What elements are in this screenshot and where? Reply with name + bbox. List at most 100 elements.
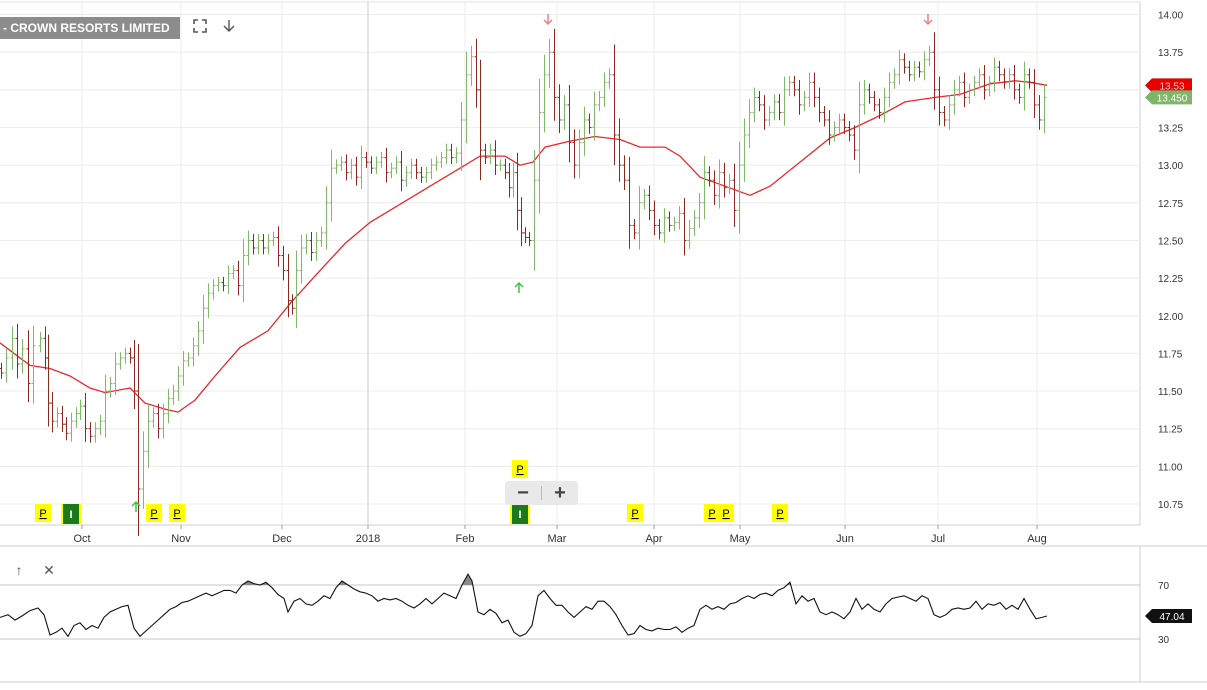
ohlc-bar (977, 68, 982, 89)
event-marker-label: P (516, 464, 523, 476)
sell-signal-arrow (543, 14, 553, 26)
price-tick-label: 11.75 (1158, 349, 1183, 360)
ohlc-bar (1002, 68, 1007, 89)
ohlc-bar (64, 417, 69, 441)
ohlc-bar (562, 95, 567, 130)
ohlc-bar (113, 352, 118, 396)
oscillator-layer: 30 70 (0, 573, 1170, 646)
ohlc-bar (156, 403, 161, 439)
ohlc-bar (872, 90, 877, 112)
ohlc-bar (982, 65, 987, 100)
ohlc-bar (181, 351, 186, 386)
ohlc-bar (632, 218, 637, 240)
ohlc-bar (1027, 68, 1032, 89)
ohlc-bar (399, 150, 404, 192)
price-tick-label: 14.00 (1158, 11, 1183, 22)
event-marker-label: P (173, 508, 180, 520)
event-marker-p: P (146, 504, 162, 522)
oscillator-line (0, 573, 1048, 638)
osc-overbought-fill (0, 574, 1047, 585)
ohlc-bar (493, 140, 498, 175)
ohlc-bar (537, 78, 542, 214)
ohlc-bar (93, 422, 98, 443)
zoom-out-button[interactable]: − (517, 482, 529, 504)
event-marker-box (772, 504, 788, 522)
ohlc-bar (987, 75, 992, 97)
ohlc-bar (266, 234, 271, 255)
ohlc-bar (304, 234, 309, 255)
fullscreen-icon[interactable] (189, 17, 211, 39)
price-tick-label: 10.75 (1158, 500, 1183, 511)
ohlc-bar (231, 264, 236, 280)
ohlc-bar (261, 234, 266, 255)
ohlc-bar (309, 232, 314, 261)
ohlc-bar (917, 61, 922, 78)
ohlc-bar (907, 60, 912, 82)
ohlc-bar (732, 163, 737, 227)
buy-signal-arrow (514, 281, 524, 293)
ohlc-bar (737, 141, 742, 234)
ohlc-bar (527, 231, 532, 247)
ohlc-bar (602, 72, 607, 108)
ohlc-bar (186, 352, 191, 367)
event-marker-label: I (69, 509, 72, 521)
ohlc-bar (444, 143, 449, 165)
ohlc-bar (832, 121, 837, 142)
ohlc-bar (997, 60, 1002, 82)
ohlc-bar (587, 113, 592, 134)
ohlc-bar (136, 343, 141, 537)
ohlc-bar (547, 39, 552, 88)
ohlc-bar (762, 95, 767, 130)
ohlc-bar (582, 106, 587, 156)
event-marker-p: P (169, 504, 185, 522)
ohlc-bar (772, 94, 777, 121)
ohlc-bar (251, 234, 256, 255)
ohlc-bar (519, 197, 524, 247)
ohlc-bar (498, 159, 503, 171)
ohlc-bar (439, 151, 444, 168)
ohlc-bar (962, 72, 967, 108)
ohlc-bar (912, 60, 917, 82)
ohlc-bar (892, 68, 897, 89)
ohlc-bar (862, 80, 867, 115)
ohlc-bar (488, 143, 493, 165)
ohlc-bar (897, 49, 902, 85)
ohlc-bar (707, 166, 712, 187)
ohlc-bar (957, 75, 962, 97)
event-marker-label: P (776, 508, 783, 520)
ohlc-bar (1017, 83, 1022, 104)
ohlc-bar (123, 347, 128, 364)
ohlc-bar (38, 331, 43, 353)
ohlc-bar (359, 145, 364, 190)
ohlc-bar (752, 87, 757, 123)
close-icon[interactable]: ✕ (43, 562, 55, 578)
ohlc-bar (46, 334, 51, 427)
ohlc-bar (592, 91, 597, 141)
event-marker-box (627, 504, 643, 522)
price-axis-labels: 10.75 11.00 11.25 11.50 11.75 12.00 12.25 12.50… (1158, 11, 1183, 511)
ohlc-bar (932, 32, 937, 110)
ohlc-bar (727, 173, 732, 195)
ohlc-bar (722, 162, 727, 198)
time-tick-label: Nov (171, 533, 191, 545)
ohlc-bar (503, 158, 508, 180)
ohlc-bar (191, 337, 196, 367)
arrow-down-icon[interactable] (218, 17, 240, 39)
ohlc-bar (404, 166, 409, 187)
ohlc-bar (414, 158, 419, 180)
ohlc-bar (206, 283, 211, 319)
arrow-up-icon[interactable]: ↑ (15, 562, 23, 578)
ohlc-bar (627, 156, 632, 249)
ohlc-bar (607, 68, 612, 89)
ma-value-badge-shape (1145, 78, 1192, 93)
zoom-in-button[interactable]: + (554, 482, 566, 504)
ohlc-bar (652, 200, 657, 236)
ohlc-bar (742, 118, 747, 182)
time-axis-labels: Oct Nov Dec 2018 Feb Mar Apr May Jun Jul Aug (73, 533, 1046, 545)
ohlc-bar (464, 51, 469, 144)
ohlc-bar (792, 75, 797, 97)
ohlc-bar (612, 44, 617, 166)
last-price-badge-text: 13.450 (1157, 93, 1188, 104)
event-marker-box (146, 504, 162, 522)
instrument-title[interactable]: - CROWN RESORTS LIMITED (0, 17, 180, 39)
